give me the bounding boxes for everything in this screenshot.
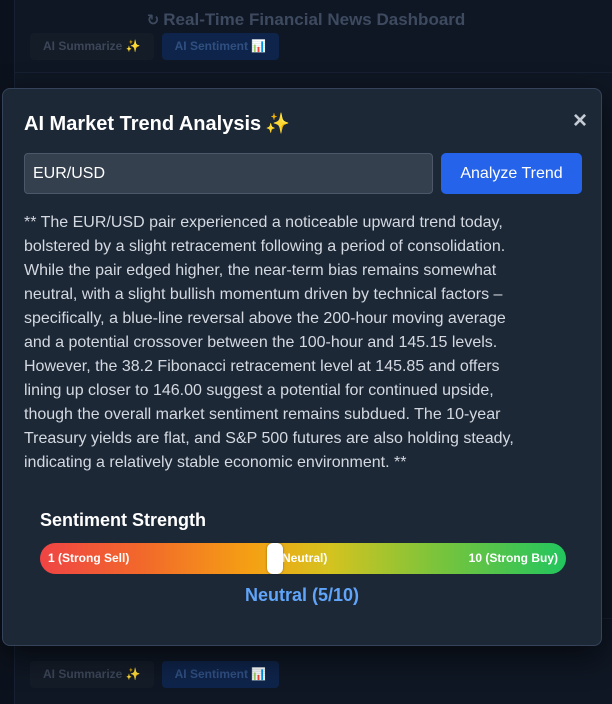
analysis-line: lining up closer to 146.00 suggest a pot… — [24, 382, 494, 399]
gauge-mid-label: Neutral) — [282, 551, 328, 565]
analysis-line: and a potential crossover between the 10… — [24, 334, 498, 351]
analysis-line: indicating a relatively stable economic … — [24, 454, 407, 471]
dashboard-title-text: Real-Time Financial News Dashboard — [163, 10, 466, 29]
analysis-line: While the pair edged higher, the near-te… — [24, 262, 497, 279]
modal-title-text: AI Market Trend Analysis — [24, 113, 262, 135]
analysis-line: ** The EUR/USD pair experienced a notice… — [24, 214, 503, 231]
refresh-icon: ↻ — [146, 12, 160, 29]
modal-title: AI Market Trend Analysis ✨ — [24, 111, 290, 136]
gauge-min-label: 1 (Strong Sell) — [48, 551, 130, 565]
ai-sentiment-button[interactable]: AI Sentiment 📊 — [161, 33, 280, 60]
analysis-line: specifically, a blue-line reversal above… — [24, 310, 506, 327]
sentiment-strength-panel: Sentiment Strength 1 (Strong Sell) Neutr… — [24, 497, 580, 615]
dashboard-title: ↻ Real-Time Financial News Dashboard — [0, 10, 612, 30]
currency-pair-input[interactable] — [24, 153, 433, 194]
sentiment-gauge: 1 (Strong Sell) Neutral) 10 (Strong Buy) — [40, 543, 566, 574]
gauge-indicator — [267, 543, 284, 574]
gauge-max-label: 10 (Strong Buy) — [468, 551, 558, 565]
divider — [14, 72, 612, 73]
ai-sentiment-button[interactable]: AI Sentiment 📊 — [161, 661, 280, 688]
analysis-line: neutral, with a slight bullish momentum … — [24, 286, 503, 303]
sentiment-strength-title: Sentiment Strength — [40, 510, 207, 530]
sparkles-icon: ✨ — [265, 113, 291, 135]
analysis-text: ** The EUR/USD pair experienced a notice… — [24, 211, 580, 475]
ai-summarize-button[interactable]: AI Summarize ✨ — [30, 661, 154, 688]
analysis-line: Treasury yields are flat, and S&P 500 fu… — [24, 430, 514, 447]
sentiment-value: Neutral (5/10) — [244, 585, 360, 605]
close-button[interactable]: × — [572, 107, 587, 134]
analysis-line: bolstered by a slight retracement follow… — [24, 238, 506, 255]
news-actions-bottom: AI Summarize ✨ AI Sentiment 📊 — [30, 661, 280, 688]
analysis-line: However, the 38.2 Fibonacci retracement … — [24, 358, 500, 375]
news-actions-top: AI Summarize ✨ AI Sentiment 📊 — [30, 33, 280, 60]
trend-analysis-modal: AI Market Trend Analysis✨ × Analyze Tren… — [2, 88, 602, 646]
analyze-trend-button[interactable]: Analyze Trend — [441, 153, 582, 194]
analysis-line: though the overall market sentiment rema… — [24, 406, 501, 423]
ai-summarize-button[interactable]: AI Summarize ✨ — [30, 33, 154, 60]
